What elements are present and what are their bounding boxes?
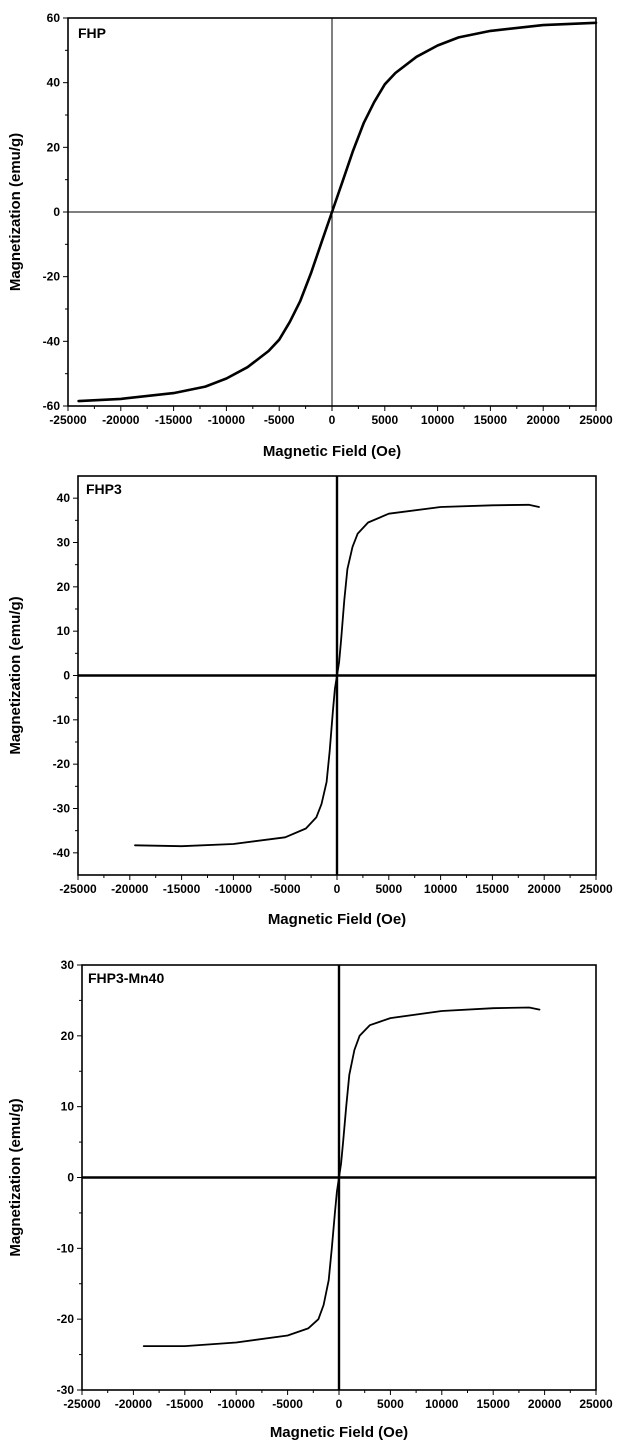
chart-1-x-tick-label: -15000 xyxy=(155,413,193,427)
chart-1-x-tick-label: 15000 xyxy=(474,413,508,427)
chart-2-y-tick-label: -30 xyxy=(53,802,71,816)
chart-3-x-tick-label: -20000 xyxy=(115,1397,153,1411)
chart-3-x-tick-label: -15000 xyxy=(166,1397,204,1411)
chart-2-x-tick-label: 0 xyxy=(334,882,341,896)
chart-3-x-tick-label: 10000 xyxy=(425,1397,459,1411)
chart-1-y-tick-label: 0 xyxy=(53,205,60,219)
chart-1-y-tick-label: -20 xyxy=(43,270,61,284)
chart-1-y-tick-label: 60 xyxy=(47,11,61,25)
chart-2-x-tick-label: -15000 xyxy=(163,882,201,896)
chart-3-x-tick-label: 5000 xyxy=(377,1397,404,1411)
chart-1-y-axis-title: Magnetization (emu/g) xyxy=(7,133,24,291)
chart-3-y-tick-label: 10 xyxy=(61,1100,75,1114)
chart-3-x-tick-label: 20000 xyxy=(528,1397,562,1411)
chart-3-y-tick-label: -20 xyxy=(57,1312,75,1326)
chart-1-panel-label: FHP xyxy=(78,25,106,41)
chart-2-y-tick-label: -40 xyxy=(53,846,71,860)
chart-2-x-tick-label: -25000 xyxy=(59,882,97,896)
chart-3-y-axis-title: Magnetization (emu/g) xyxy=(7,1098,24,1256)
chart-1-x-axis-title: Magnetic Field (Oe) xyxy=(263,443,401,460)
chart-2-x-tick-label: 15000 xyxy=(476,882,510,896)
chart-1-y-tick-label: 20 xyxy=(47,140,61,154)
chart-1-x-tick-label: -25000 xyxy=(49,413,87,427)
chart-3-y-tick-label: -30 xyxy=(57,1383,75,1397)
chart-3-magnetization-curve xyxy=(142,1006,541,1347)
chart-2-panel-label: FHP3 xyxy=(86,481,122,497)
chart-3-y-tick-label: -10 xyxy=(57,1241,75,1255)
chart-3-x-tick-label: -25000 xyxy=(63,1397,101,1411)
chart-2-x-tick-label: 10000 xyxy=(424,882,458,896)
chart-1-y-tick-label: -40 xyxy=(43,334,61,348)
chart-3-x-tick-label: -10000 xyxy=(218,1397,256,1411)
chart-2-magnetization-curve xyxy=(134,503,540,848)
chart-2-y-tick-label: 30 xyxy=(57,536,71,550)
chart-1-x-tick-label: 20000 xyxy=(527,413,561,427)
chart-1-magnetization-curve xyxy=(77,21,598,403)
chart-2-y-tick-label: 0 xyxy=(63,669,70,683)
chart-2-y-tick-label: -20 xyxy=(53,757,71,771)
chart-3-x-tick-label: 25000 xyxy=(579,1397,613,1411)
chart-1-y-tick-label: 40 xyxy=(47,76,61,90)
chart-1-x-tick-label: 0 xyxy=(329,413,336,427)
chart-2-y-tick-label: -10 xyxy=(53,713,71,727)
chart-1-x-tick-label: -10000 xyxy=(208,413,246,427)
chart-3-x-tick-label: -5000 xyxy=(272,1397,303,1411)
chart-2-x-tick-label: -5000 xyxy=(270,882,301,896)
chart-1-x-tick-label: 10000 xyxy=(421,413,455,427)
chart-2-x-tick-label: 25000 xyxy=(579,882,613,896)
chart-1-x-tick-label: -20000 xyxy=(102,413,140,427)
chart-2-x-tick-label: -20000 xyxy=(111,882,149,896)
chart-2-y-tick-label: 40 xyxy=(57,491,71,505)
chart-2-x-axis-title: Magnetic Field (Oe) xyxy=(268,911,406,928)
chart-2-x-tick-label: -10000 xyxy=(215,882,253,896)
chart-2-y-tick-label: 20 xyxy=(57,580,71,594)
chart-3-y-tick-label: 0 xyxy=(67,1171,74,1185)
chart-1-x-tick-label: -5000 xyxy=(264,413,295,427)
chart-3-x-tick-label: 0 xyxy=(336,1397,343,1411)
chart-3-x-tick-label: 15000 xyxy=(477,1397,511,1411)
chart-1-x-tick-label: 5000 xyxy=(371,413,398,427)
chart-3-y-tick-label: 20 xyxy=(61,1029,75,1043)
chart-2-y-axis-title: Magnetization (emu/g) xyxy=(7,596,24,754)
chart-1-y-tick-label: -60 xyxy=(43,399,61,413)
chart-3-y-tick-label: 30 xyxy=(61,958,75,972)
chart-2-x-tick-label: 20000 xyxy=(528,882,562,896)
chart-1-x-tick-label: 25000 xyxy=(579,413,613,427)
chart-3-x-axis-title: Magnetic Field (Oe) xyxy=(270,1424,408,1441)
chart-2-y-tick-label: 10 xyxy=(57,624,71,638)
chart-2-x-tick-label: 5000 xyxy=(375,882,402,896)
chart-3-panel-label: FHP3-Mn40 xyxy=(88,970,164,986)
